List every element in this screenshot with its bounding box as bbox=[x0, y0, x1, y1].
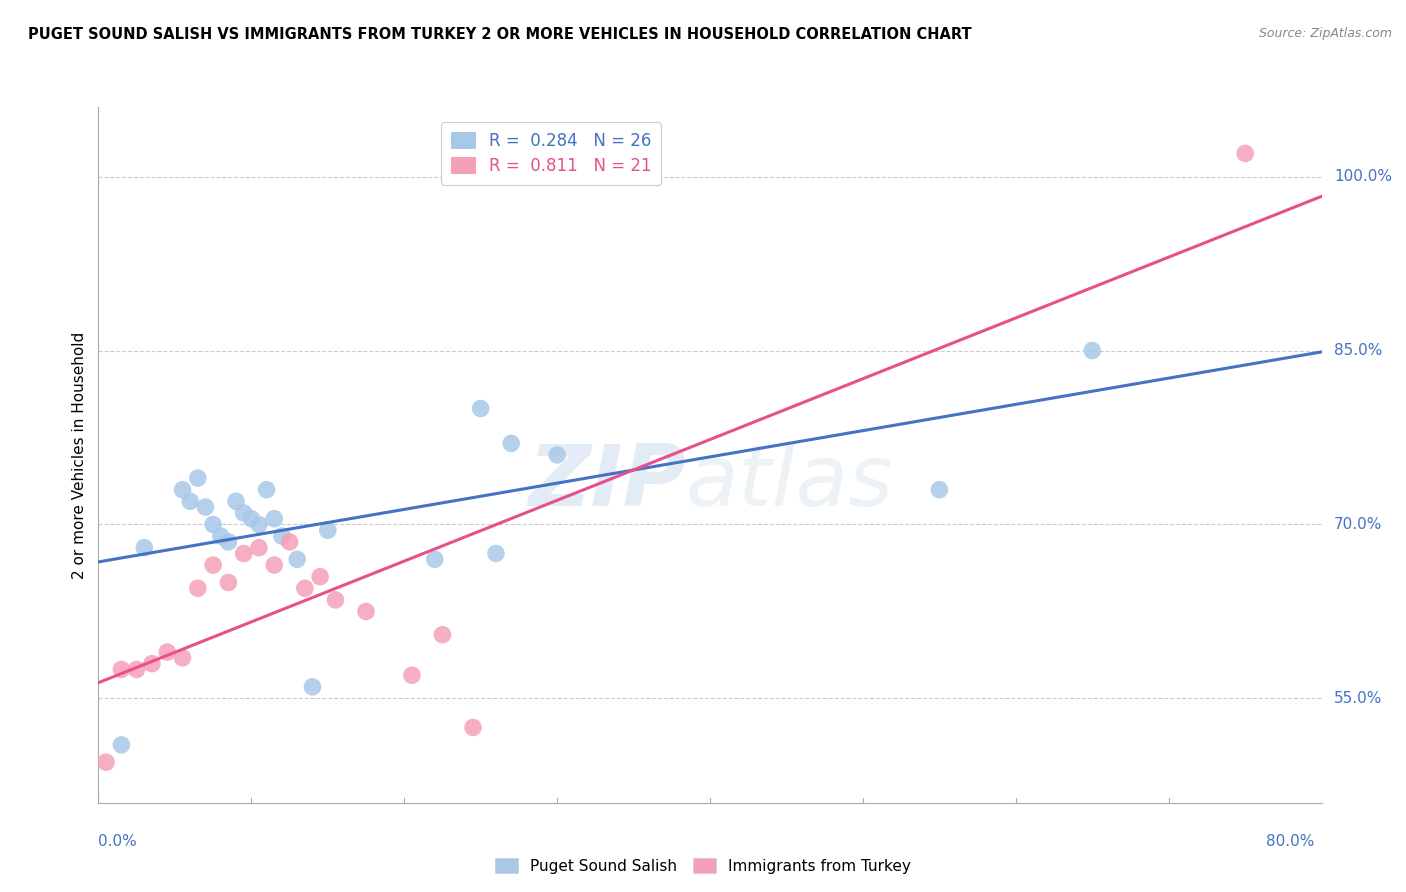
Point bbox=[202, 517, 225, 532]
Point bbox=[263, 558, 285, 573]
Point bbox=[232, 506, 254, 520]
Text: 80.0%: 80.0% bbox=[1267, 834, 1315, 849]
Point bbox=[209, 529, 232, 543]
Point bbox=[432, 628, 454, 642]
Text: 55.0%: 55.0% bbox=[1334, 691, 1382, 706]
Point bbox=[134, 541, 156, 555]
Point bbox=[485, 546, 508, 560]
Point bbox=[202, 558, 225, 573]
Point bbox=[94, 755, 117, 769]
Point bbox=[354, 605, 377, 619]
Point bbox=[141, 657, 163, 671]
Legend: Puget Sound Salish, Immigrants from Turkey: Puget Sound Salish, Immigrants from Turk… bbox=[489, 852, 917, 880]
Point bbox=[125, 662, 148, 676]
Text: 85.0%: 85.0% bbox=[1334, 343, 1382, 358]
Point bbox=[461, 721, 484, 735]
Point bbox=[247, 517, 270, 532]
Point bbox=[285, 552, 308, 566]
Point bbox=[470, 401, 492, 416]
Point bbox=[546, 448, 568, 462]
Point bbox=[278, 534, 301, 549]
Point bbox=[194, 500, 217, 514]
Point bbox=[256, 483, 278, 497]
Point bbox=[240, 511, 263, 525]
Point bbox=[172, 483, 194, 497]
Point bbox=[501, 436, 523, 450]
Point bbox=[270, 529, 294, 543]
Y-axis label: 2 or more Vehicles in Household: 2 or more Vehicles in Household bbox=[72, 331, 87, 579]
Point bbox=[294, 582, 316, 596]
Point bbox=[172, 651, 194, 665]
Point bbox=[179, 494, 201, 508]
Point bbox=[1234, 146, 1257, 161]
Point bbox=[928, 483, 950, 497]
Point bbox=[110, 738, 132, 752]
Text: 100.0%: 100.0% bbox=[1334, 169, 1392, 184]
Text: 0.0%: 0.0% bbox=[98, 834, 138, 849]
Point bbox=[225, 494, 247, 508]
Text: PUGET SOUND SALISH VS IMMIGRANTS FROM TURKEY 2 OR MORE VEHICLES IN HOUSEHOLD COR: PUGET SOUND SALISH VS IMMIGRANTS FROM TU… bbox=[28, 27, 972, 42]
Text: 70.0%: 70.0% bbox=[1334, 517, 1382, 532]
Point bbox=[187, 471, 209, 485]
Point bbox=[232, 546, 254, 560]
Text: Source: ZipAtlas.com: Source: ZipAtlas.com bbox=[1258, 27, 1392, 40]
Point bbox=[309, 569, 332, 583]
Point bbox=[217, 575, 239, 590]
Legend: R =  0.284   N = 26, R =  0.811   N = 21: R = 0.284 N = 26, R = 0.811 N = 21 bbox=[440, 122, 661, 186]
Point bbox=[247, 541, 270, 555]
Point bbox=[301, 680, 323, 694]
Point bbox=[156, 645, 179, 659]
Point bbox=[110, 662, 132, 676]
Point bbox=[1081, 343, 1104, 358]
Text: ZIP: ZIP bbox=[527, 442, 686, 524]
Point bbox=[217, 534, 239, 549]
Point bbox=[187, 582, 209, 596]
Point bbox=[423, 552, 446, 566]
Point bbox=[325, 592, 347, 607]
Point bbox=[401, 668, 423, 682]
Point bbox=[316, 523, 339, 537]
Point bbox=[263, 511, 285, 525]
Text: atlas: atlas bbox=[686, 442, 894, 524]
